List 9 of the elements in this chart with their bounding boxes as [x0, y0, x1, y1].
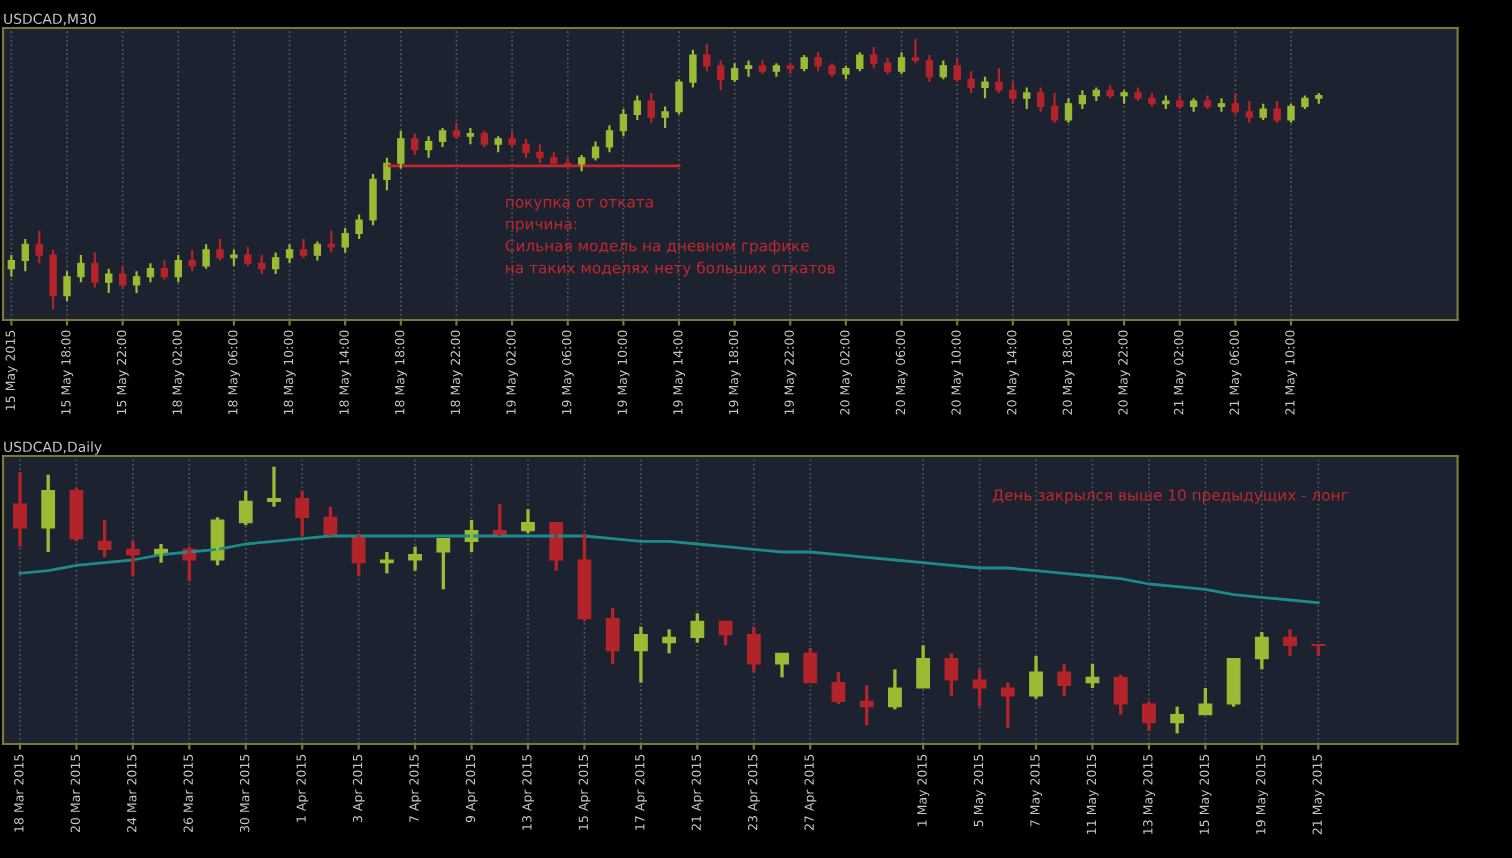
candlestick: [814, 51, 822, 73]
candlestick: [870, 45, 878, 70]
candlestick: [828, 62, 836, 78]
candlestick: [244, 245, 252, 268]
candlestick: [1311, 643, 1326, 658]
candlestick: [1273, 99, 1281, 124]
candlestick: [995, 67, 1003, 94]
candlestick: [703, 43, 711, 73]
candlestick: [105, 267, 113, 295]
